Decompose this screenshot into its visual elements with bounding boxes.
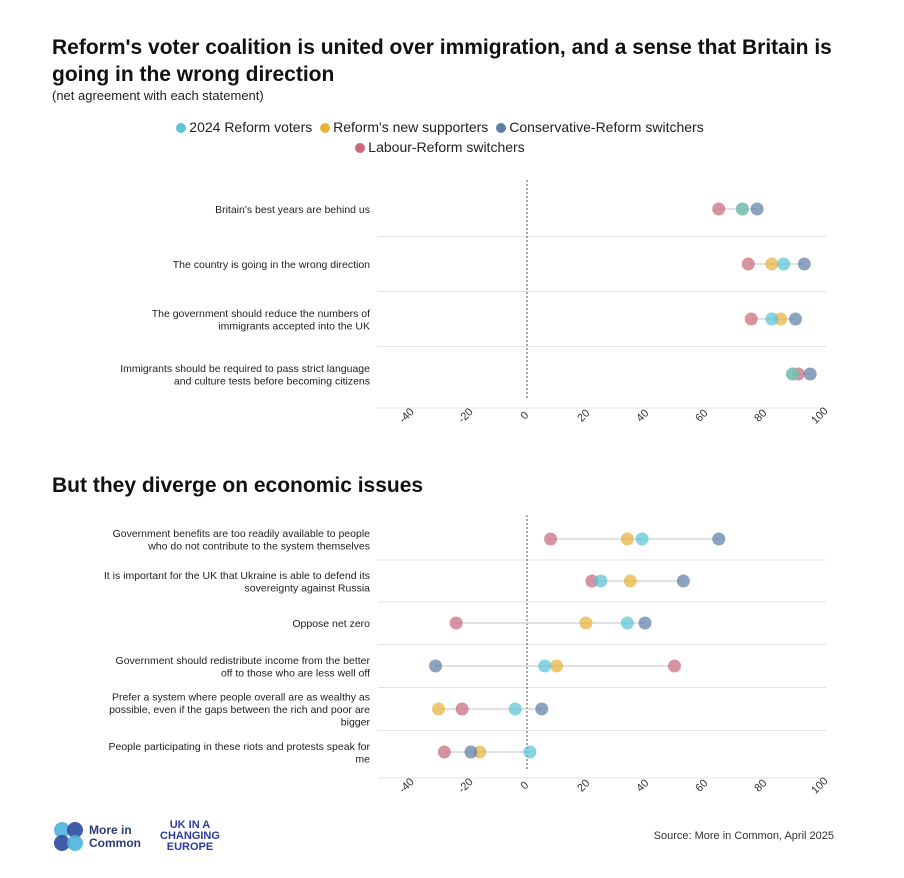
data-point (429, 659, 443, 673)
x-tick-label: -40 (397, 776, 417, 796)
data-point (449, 616, 463, 630)
source-note: Source: More in Common, April 2025 (653, 830, 834, 842)
data-point (712, 202, 726, 216)
legend-label: 2024 Reform voters (189, 119, 313, 135)
x-tick-label: -20 (456, 406, 476, 426)
category-label: Government should redistribute income fr… (116, 655, 371, 680)
data-point (523, 745, 537, 759)
data-point (620, 616, 634, 630)
data-point (550, 659, 563, 673)
category-label: The country is going in the wrong direct… (173, 259, 370, 271)
data-point (765, 257, 779, 271)
x-tick-label: 0 (518, 409, 531, 422)
data-point (668, 659, 681, 673)
x-tick-label: 20 (575, 777, 592, 794)
data-point (620, 532, 634, 546)
category-label: People participating in these riots and … (109, 741, 371, 766)
data-point (735, 202, 749, 216)
more-in-common-logo-icon (54, 822, 83, 851)
data-point (635, 532, 649, 546)
category-label: Britain's best years are behind us (215, 204, 370, 216)
uk-changing-europe-logo-text: UK IN A CHANGING EUROPE (160, 819, 220, 853)
data-point (437, 745, 451, 759)
category-label: Government benefits are too readily avai… (113, 528, 371, 553)
data-point (535, 702, 549, 716)
data-point (594, 574, 608, 588)
legend-swatch (320, 123, 331, 133)
legend-item: Conservative-Reform switchers (496, 117, 704, 137)
data-point (464, 745, 478, 759)
logos: More in Common UK IN A CHANGING EUROPE (52, 820, 252, 854)
category-label: The government should reduce the numbers… (152, 308, 370, 333)
data-point (455, 702, 469, 716)
x-tick-label: 20 (575, 407, 592, 424)
category-label: It is important for the UK that Ukraine … (104, 570, 370, 595)
legend-label: Labour-Reform switchers (368, 139, 525, 155)
more-in-common-logo-text: More in Common (89, 823, 141, 850)
x-tick-label: 60 (693, 777, 710, 794)
data-point (786, 367, 799, 381)
x-tick-label: 40 (634, 777, 651, 794)
x-tick-label: 0 (518, 779, 531, 792)
data-point (788, 312, 802, 326)
data-point (765, 312, 779, 326)
data-point (638, 616, 652, 630)
data-point (676, 574, 690, 588)
data-point (777, 257, 791, 271)
legend-item: Reform's new supporters (320, 117, 488, 137)
data-point (712, 532, 726, 546)
x-tick-label: 80 (752, 407, 769, 424)
x-tick-label: 80 (752, 777, 769, 794)
legend-swatch (496, 123, 507, 133)
legend-item: Labour-Reform switchers (355, 137, 525, 157)
category-label: Prefer a system where people overall are… (109, 692, 370, 729)
chart-subtitle: (net agreement with each statement) (52, 88, 264, 103)
x-tick-label: 40 (634, 407, 651, 424)
legend-label: Conservative-Reform switchers (509, 119, 704, 135)
category-label: Oppose net zero (292, 618, 370, 630)
x-tick-label: -40 (397, 406, 417, 426)
x-tick-label: 60 (693, 407, 710, 424)
section-title: But they diverge on economic issues (52, 474, 424, 497)
data-point (744, 312, 758, 326)
x-tick-label: -20 (456, 776, 476, 796)
data-point (797, 257, 811, 271)
data-point (750, 202, 764, 216)
category-label: Immigrants should be required to pass st… (120, 363, 370, 388)
data-point (803, 367, 817, 381)
legend-swatch (176, 123, 187, 133)
legend: 2024 Reform voters Reform's new supporte… (110, 117, 770, 157)
legend-label: Reform's new supporters (333, 119, 489, 135)
data-point (508, 702, 522, 716)
legend-swatch (355, 143, 366, 153)
legend-item: 2024 Reform voters (176, 117, 312, 137)
data-point (623, 574, 637, 588)
data-point (741, 257, 755, 271)
data-point (544, 532, 558, 546)
data-point (432, 702, 445, 716)
chart-title: Reform's voter coalition is united over … (52, 36, 832, 86)
data-point (538, 659, 552, 673)
data-point (579, 616, 593, 630)
